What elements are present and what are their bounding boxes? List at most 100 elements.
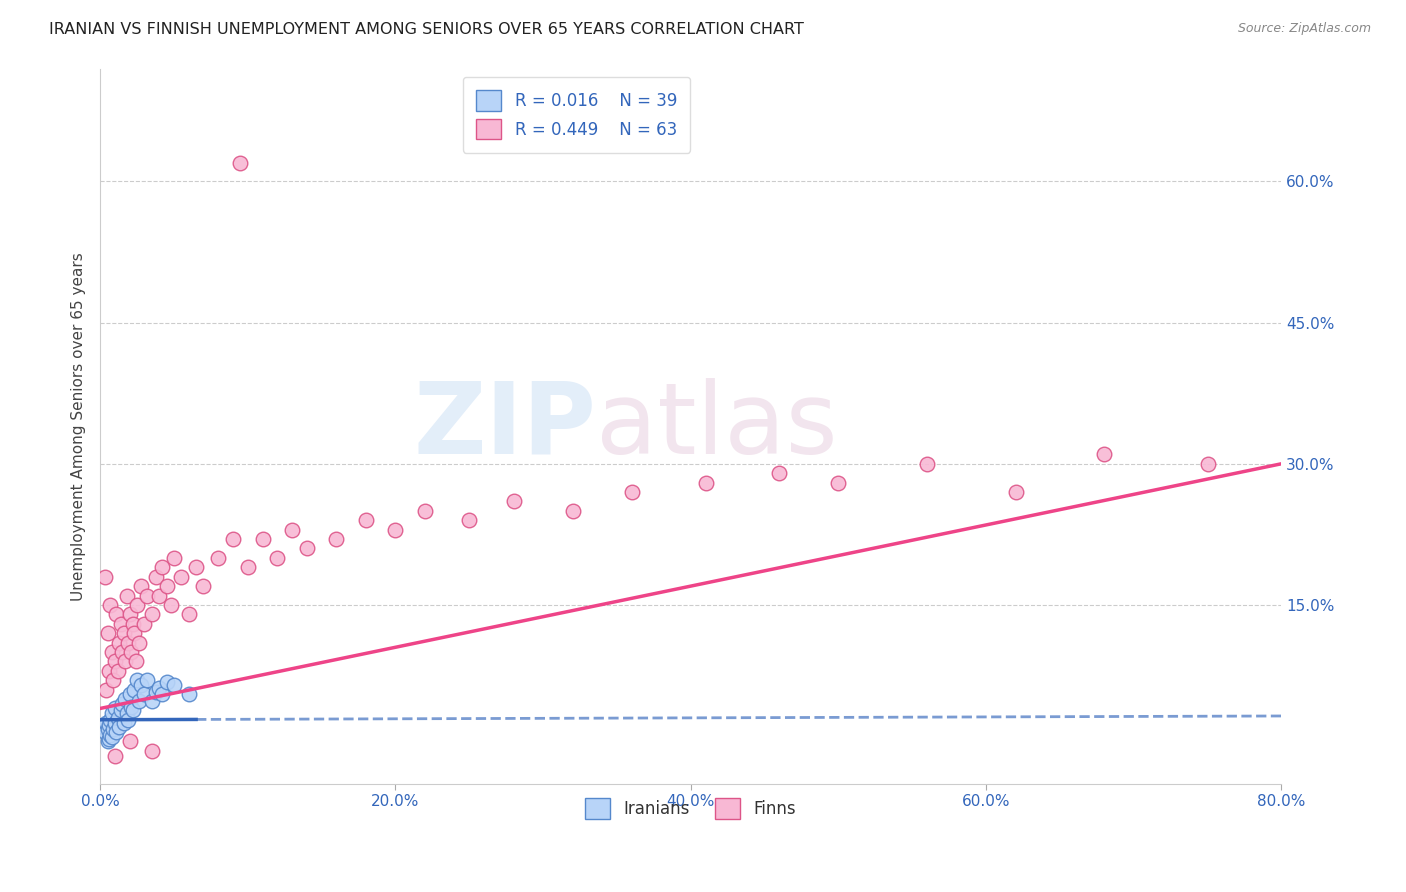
Point (134, 616, 156, 631)
Point (111, 697, 134, 711)
Point (114, 692, 136, 706)
Point (1197, 457, 1219, 471)
Point (136, 589, 159, 603)
Point (117, 635, 139, 649)
Point (125, 673, 148, 688)
Point (354, 513, 377, 527)
Point (222, 532, 245, 546)
Point (107, 711, 129, 725)
Point (122, 626, 145, 640)
Point (124, 654, 146, 668)
Point (118, 607, 141, 622)
Point (115, 706, 138, 721)
Point (110, 703, 132, 717)
Point (104, 654, 127, 668)
Point (458, 513, 481, 527)
Legend: Iranians, Finns: Iranians, Finns (579, 792, 803, 825)
Point (145, 570, 167, 584)
Point (125, 598, 148, 612)
Point (98, 664, 121, 678)
Point (620, 485, 643, 500)
Point (252, 532, 274, 546)
Point (128, 635, 150, 649)
Point (128, 694, 150, 708)
Point (104, 748, 127, 763)
Point (96, 734, 118, 748)
Point (103, 722, 125, 736)
Point (236, 560, 259, 574)
Point (115, 589, 138, 603)
Point (148, 681, 170, 695)
Point (170, 570, 193, 584)
Point (768, 466, 790, 480)
Point (915, 457, 938, 471)
Point (101, 706, 124, 721)
Point (104, 701, 127, 715)
Point (101, 730, 124, 744)
Point (141, 607, 163, 622)
Y-axis label: Unemployment Among Seniors over 65 years: Unemployment Among Seniors over 65 years (72, 252, 86, 600)
Point (112, 626, 135, 640)
Point (122, 682, 145, 697)
Point (111, 645, 134, 659)
Point (107, 664, 129, 678)
Point (229, 155, 252, 169)
Point (105, 725, 128, 739)
Point (266, 550, 288, 565)
Point (118, 734, 141, 748)
Point (325, 532, 347, 546)
Point (177, 607, 200, 622)
Point (91, 720, 114, 734)
Point (163, 550, 186, 565)
Point (1092, 447, 1115, 461)
Point (134, 687, 156, 701)
Point (93, 725, 115, 739)
Point (117, 713, 139, 727)
Point (148, 589, 170, 603)
Point (93, 570, 115, 584)
Point (131, 678, 153, 692)
Text: atlas: atlas (596, 377, 838, 475)
Point (561, 504, 583, 518)
Point (695, 475, 717, 490)
Point (163, 678, 186, 692)
Point (96, 722, 118, 736)
Point (413, 504, 436, 518)
Point (110, 616, 132, 631)
Point (120, 645, 142, 659)
Point (100, 713, 122, 727)
Point (184, 560, 207, 574)
Point (150, 687, 173, 701)
Point (100, 728, 122, 742)
Point (160, 598, 183, 612)
Point (103, 673, 125, 688)
Point (118, 687, 141, 701)
Text: Source: ZipAtlas.com: Source: ZipAtlas.com (1237, 22, 1371, 36)
Point (121, 616, 143, 631)
Point (108, 720, 131, 734)
Point (502, 494, 524, 508)
Point (155, 579, 177, 593)
Point (105, 607, 128, 622)
Point (104, 715, 127, 730)
Point (177, 687, 200, 701)
Point (295, 541, 318, 556)
Point (384, 523, 406, 537)
Point (155, 675, 177, 690)
Point (207, 550, 229, 565)
Point (141, 694, 163, 708)
Point (108, 635, 131, 649)
Text: IRANIAN VS FINNISH UNEMPLOYMENT AMONG SENIORS OVER 65 YEARS CORRELATION CHART: IRANIAN VS FINNISH UNEMPLOYMENT AMONG SE… (49, 22, 804, 37)
Point (94, 715, 117, 730)
Point (94, 682, 117, 697)
Point (98, 731, 121, 746)
Point (98, 718, 121, 732)
Point (136, 673, 159, 688)
Point (121, 703, 143, 717)
Point (145, 684, 167, 698)
Text: ZIP: ZIP (413, 377, 596, 475)
Point (114, 654, 136, 668)
Point (101, 645, 124, 659)
Point (193, 579, 215, 593)
Point (131, 579, 153, 593)
